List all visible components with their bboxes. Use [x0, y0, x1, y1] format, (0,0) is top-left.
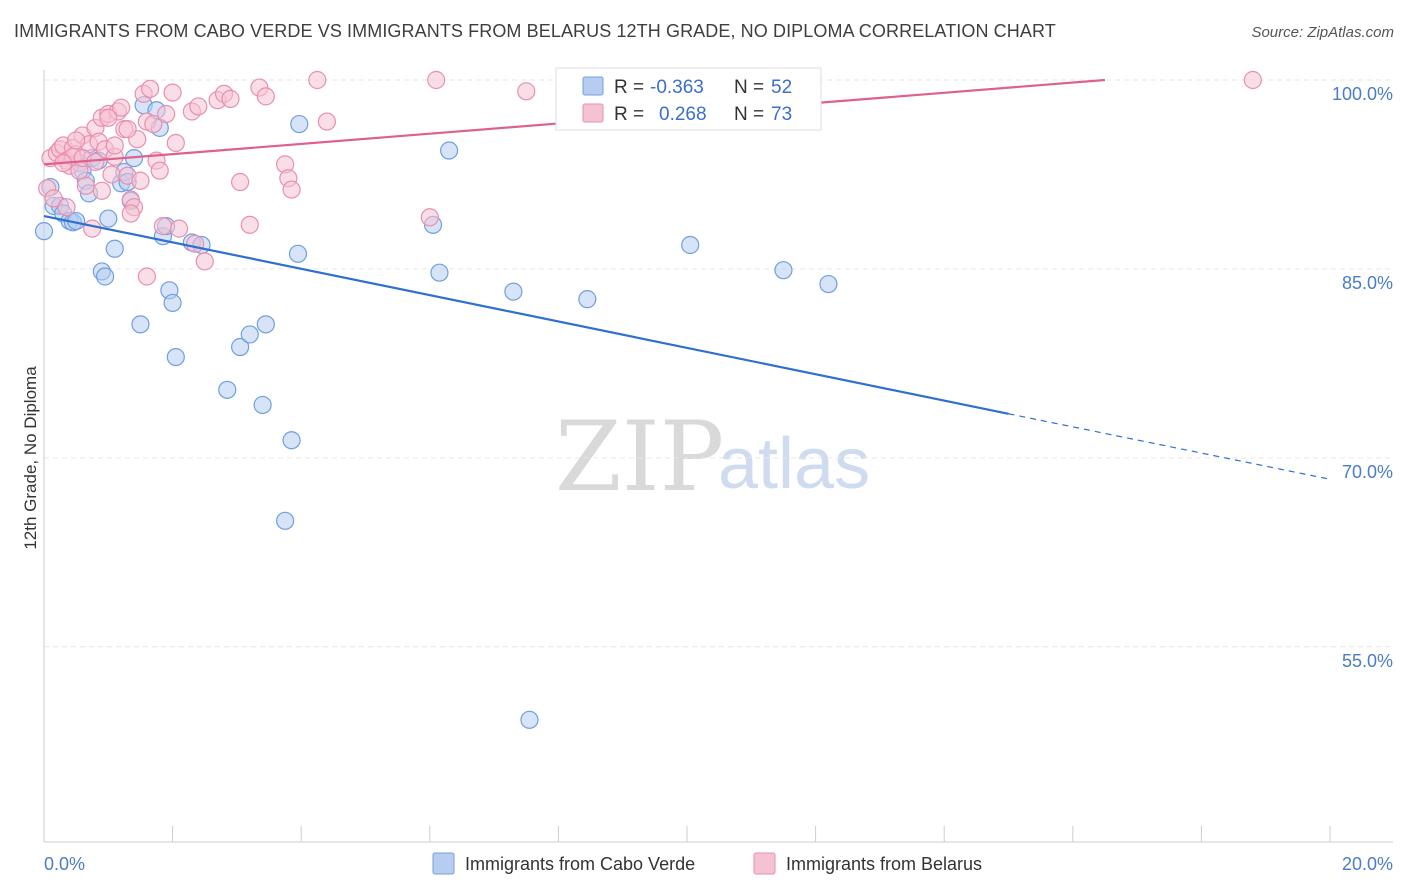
belarus-point	[137, 267, 156, 286]
x-tick-label-min: 0.0%	[44, 854, 85, 874]
legend-n-value-cabo-verde: 52	[771, 77, 792, 98]
belarus-point	[195, 252, 214, 271]
belarus-point	[189, 97, 208, 116]
bottom-legend-swatch-cabo-verde	[432, 852, 455, 875]
belarus-point	[144, 114, 163, 134]
legend-n-label-belarus: N =	[734, 104, 764, 125]
belarus-point	[99, 108, 118, 127]
belarus-point	[150, 161, 169, 180]
belarus-point	[105, 136, 124, 155]
correlation-legend: R = -0.363 N = 52 R = 0.268 N = 73	[555, 67, 822, 131]
cabo-verde-point	[290, 114, 309, 134]
legend-n-label-cabo-verde: N =	[734, 77, 764, 98]
watermark-zip: ZIP	[555, 401, 724, 513]
belarus-point	[112, 98, 131, 117]
cabo-verde-point	[163, 293, 182, 313]
belarus-point	[131, 171, 150, 190]
belarus-point	[121, 204, 140, 223]
cabo-verde-point	[282, 431, 301, 450]
bottom-legend-swatch-belarus	[753, 852, 776, 875]
trend-line-cabo-verde	[43, 214, 1009, 415]
belarus-point	[420, 208, 439, 227]
cabo-verde-point	[131, 315, 150, 334]
belarus-point	[44, 189, 63, 208]
legend-r-value-belarus: 0.268	[659, 104, 707, 125]
y-axis-label: 12th Grade, No Diploma	[21, 366, 40, 550]
belarus-point	[140, 79, 160, 98]
y-tick-label: 100.0%	[1332, 84, 1393, 104]
belarus-point	[102, 165, 121, 184]
source-credit: Source: ZipAtlas.com	[1251, 24, 1394, 41]
belarus-point	[1243, 70, 1262, 90]
cabo-verde-point	[253, 395, 272, 415]
x-tick-label-max: 20.0%	[1342, 854, 1393, 874]
series-belarus-points	[38, 70, 1262, 286]
belarus-point	[282, 180, 301, 199]
belarus-point	[186, 234, 205, 253]
belarus-point	[317, 112, 337, 131]
legend-swatch-cabo-verde	[582, 76, 604, 96]
cabo-verde-point	[240, 325, 259, 344]
cabo-verde-point	[504, 282, 523, 301]
series-legend: Immigrants from Cabo Verde Immigrants fr…	[432, 852, 982, 875]
bottom-legend-label-cabo-verde: Immigrants from Cabo Verde	[465, 854, 695, 874]
cabo-verde-point	[166, 347, 185, 367]
cabo-verde-point	[819, 274, 838, 294]
cabo-verde-point	[276, 511, 295, 530]
belarus-point	[153, 217, 173, 236]
cabo-verde-point	[288, 244, 308, 263]
belarus-point	[57, 198, 76, 217]
cabo-verde-point	[95, 267, 115, 286]
belarus-point	[118, 120, 137, 139]
cabo-verde-point	[439, 141, 459, 160]
gridlines	[44, 79, 1393, 648]
cabo-verde-point	[774, 261, 793, 280]
belarus-point	[231, 172, 250, 192]
watermark-atlas: atlas	[718, 424, 870, 504]
bottom-legend-label-belarus: Immigrants from Belarus	[786, 854, 982, 874]
belarus-point	[83, 219, 102, 238]
y-tick-label: 85.0%	[1342, 273, 1393, 293]
cabo-verde-point	[578, 290, 597, 309]
legend-r-label-cabo-verde: R =	[614, 77, 644, 98]
belarus-point	[517, 82, 536, 101]
cabo-verde-point	[218, 380, 237, 399]
belarus-point	[256, 87, 275, 106]
belarus-point	[157, 104, 176, 124]
y-tick-label: 55.0%	[1342, 651, 1393, 671]
cabo-verde-point	[256, 315, 275, 334]
chart-title: IMMIGRANTS FROM CABO VERDE VS IMMIGRANTS…	[14, 21, 1056, 41]
trend-line-cabo-verde-extension	[1008, 413, 1331, 480]
legend-n-value-belarus: 73	[771, 104, 792, 125]
belarus-point	[308, 70, 327, 90]
x-ticks	[43, 826, 1331, 842]
cabo-verde-point	[34, 222, 54, 241]
belarus-point	[92, 181, 111, 200]
belarus-point	[221, 89, 240, 108]
belarus-point	[169, 219, 189, 238]
legend-r-value-cabo-verde: -0.363	[650, 77, 704, 98]
belarus-point	[166, 133, 185, 153]
belarus-point	[67, 131, 86, 150]
belarus-point	[427, 70, 446, 90]
cabo-verde-point	[681, 235, 700, 255]
cabo-verde-point	[430, 263, 449, 282]
y-tick-labels: 100.0% 85.0% 70.0% 55.0%	[1332, 84, 1393, 671]
cabo-verde-point	[99, 209, 118, 228]
cabo-verde-point	[231, 337, 250, 357]
belarus-point	[163, 83, 182, 102]
cabo-verde-point	[520, 710, 539, 729]
belarus-point	[76, 176, 95, 195]
axes	[43, 70, 1393, 843]
legend-r-label-belarus: R =	[614, 104, 644, 125]
y-tick-label: 70.0%	[1342, 462, 1393, 482]
belarus-point	[240, 215, 259, 234]
cabo-verde-point	[105, 239, 124, 258]
legend-swatch-belarus	[582, 103, 604, 123]
